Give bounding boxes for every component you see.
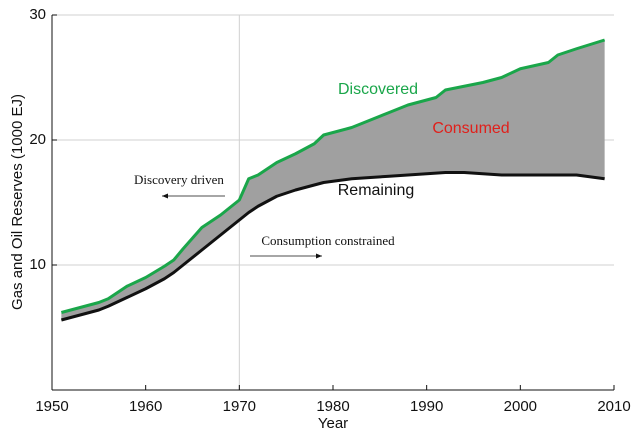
annotation: Discovery driven — [134, 172, 224, 187]
y-tick-label: 20 — [29, 131, 46, 148]
area-label: Consumed — [432, 120, 509, 137]
series-line — [60, 171, 605, 322]
y-axis-label: Gas and Oil Reserves (1000 EJ) — [9, 94, 26, 310]
series-line — [60, 38, 606, 314]
y-tick-label: 30 — [29, 6, 46, 23]
annotation: Consumption constrained — [261, 233, 395, 248]
x-tick-label: 1970 — [223, 398, 256, 415]
x-tick-label: 2010 — [597, 398, 630, 415]
x-tick-label: 1950 — [35, 398, 68, 415]
x-tick-label: 2000 — [504, 398, 537, 415]
y-tick-label: 10 — [29, 256, 46, 273]
x-tick-label: 1980 — [316, 398, 349, 415]
series-label: Remaining — [338, 182, 414, 199]
x-tick-label: 1960 — [129, 398, 162, 415]
annotation-arrow-head — [162, 193, 168, 199]
x-axis-label: Year — [318, 415, 348, 432]
annotation-arrow-head — [316, 253, 322, 259]
series-label: Discovered — [338, 81, 418, 98]
x-tick-label: 1990 — [410, 398, 443, 415]
